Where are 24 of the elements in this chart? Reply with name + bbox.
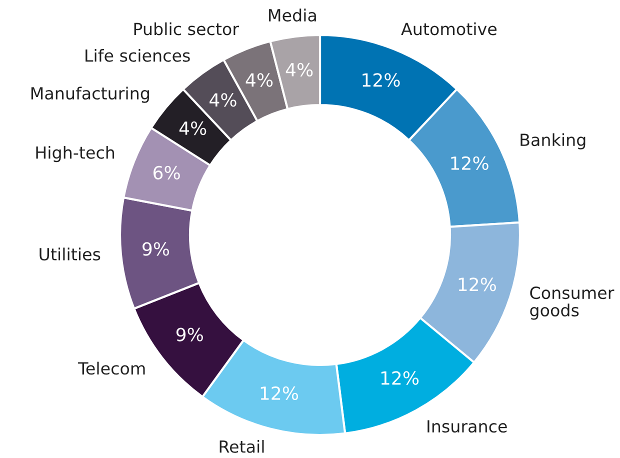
slice-label: Banking — [520, 133, 586, 150]
slice-label: Insurance — [428, 420, 507, 433]
slice-label: Life sciences — [86, 48, 190, 62]
slice-label: Consumer goods — [530, 286, 614, 320]
data-label: 4% — [246, 73, 273, 87]
slice-label: High-tech — [36, 146, 114, 162]
data-label: 12% — [362, 73, 400, 87]
data-label: 12% — [381, 371, 419, 385]
data-label: 4% — [179, 121, 206, 136]
slice-label: Utilities — [40, 248, 100, 261]
slice-label: Automotive — [401, 22, 497, 36]
slice-label: Retail — [220, 440, 264, 453]
data-label: 9% — [142, 242, 170, 256]
data-label: 4% — [210, 93, 236, 107]
slice-label: Manufacturing — [31, 86, 149, 103]
slice-label: Telecom — [78, 362, 145, 375]
data-label: 12% — [458, 278, 496, 292]
data-label: 6% — [154, 166, 180, 180]
data-label: 4% — [286, 62, 313, 77]
data-label: 9% — [176, 328, 203, 342]
data-label: 12% — [260, 386, 298, 400]
slice-label: Media — [269, 8, 316, 22]
data-label: 12% — [451, 156, 488, 170]
slice-label: Public sector — [134, 22, 240, 36]
